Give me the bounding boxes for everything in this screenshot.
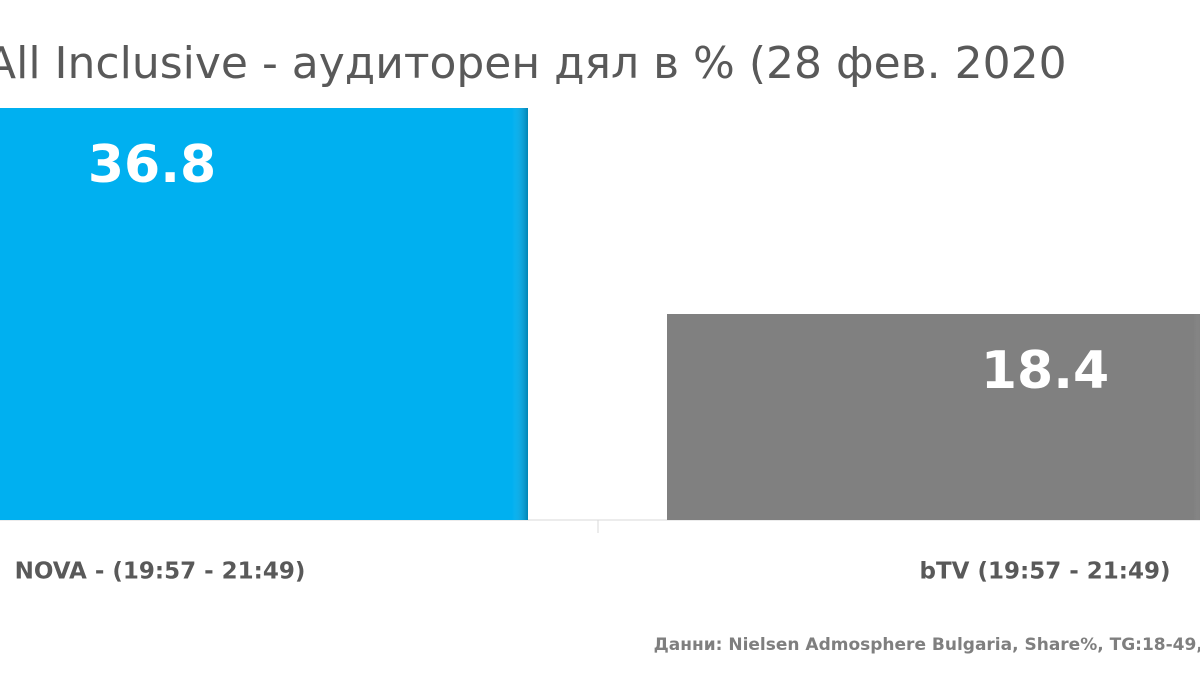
bar-bevel xyxy=(667,314,1200,520)
chart-title: All Inclusive - аудиторен дял в % (28 фе… xyxy=(0,38,1067,89)
source-note: Данни: Nielsen Admosphere Bulgaria, Shar… xyxy=(654,635,1200,655)
bar-bevel xyxy=(0,108,528,520)
x-tick-label: bTV (19:57 - 21:49) xyxy=(920,559,1171,585)
value-label: 36.8 xyxy=(88,135,216,195)
value-label: 18.4 xyxy=(981,341,1109,401)
x-tick-label: NOVA - (19:57 - 21:49) xyxy=(15,559,306,585)
